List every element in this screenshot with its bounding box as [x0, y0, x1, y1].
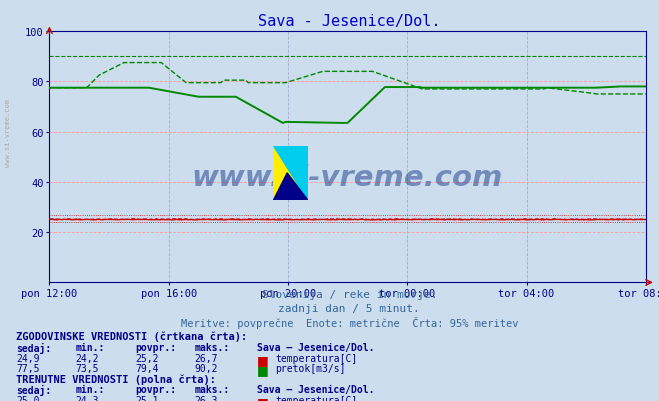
Text: www.si-vreme.com: www.si-vreme.com [192, 164, 503, 191]
Text: Sava – Jesenice/Dol.: Sava – Jesenice/Dol. [257, 384, 374, 394]
Text: Slovenija / reke in morje.: Slovenija / reke in morje. [262, 290, 437, 300]
Text: min.:: min.: [76, 342, 105, 352]
Text: 25,0: 25,0 [16, 395, 40, 401]
Text: 26,7: 26,7 [194, 353, 218, 363]
Text: povpr.:: povpr.: [135, 384, 176, 394]
Text: sedaj:: sedaj: [16, 384, 51, 395]
Text: zadnji dan / 5 minut.: zadnji dan / 5 minut. [278, 303, 420, 313]
Text: 77,5: 77,5 [16, 363, 40, 373]
Text: 25,2: 25,2 [135, 353, 159, 363]
Text: TRENUTNE VREDNOSTI (polna črta):: TRENUTNE VREDNOSTI (polna črta): [16, 374, 216, 384]
Text: 73,5: 73,5 [76, 363, 100, 373]
Text: ■: ■ [257, 395, 269, 401]
Text: 24,9: 24,9 [16, 353, 40, 363]
Text: www.si-vreme.com: www.si-vreme.com [5, 98, 11, 166]
Text: Sava – Jesenice/Dol.: Sava – Jesenice/Dol. [257, 342, 374, 352]
Text: ■: ■ [257, 363, 269, 376]
Text: sedaj:: sedaj: [16, 342, 51, 352]
Text: pretok[m3/s]: pretok[m3/s] [275, 363, 346, 373]
Text: Meritve: povprečne  Enote: metrične  Črta: 95% meritev: Meritve: povprečne Enote: metrične Črta:… [181, 316, 518, 328]
Text: 26,3: 26,3 [194, 395, 218, 401]
Text: 25,1: 25,1 [135, 395, 159, 401]
Text: temperatura[C]: temperatura[C] [275, 395, 358, 401]
Text: 90,2: 90,2 [194, 363, 218, 373]
Text: 24,2: 24,2 [76, 353, 100, 363]
Text: min.:: min.: [76, 384, 105, 394]
Polygon shape [273, 146, 308, 200]
Text: povpr.:: povpr.: [135, 342, 176, 352]
Text: Sava - Jesenice/Dol.: Sava - Jesenice/Dol. [258, 14, 440, 29]
Text: 24,3: 24,3 [76, 395, 100, 401]
Text: ■: ■ [257, 353, 269, 366]
Text: maks.:: maks.: [194, 384, 229, 394]
Polygon shape [273, 173, 308, 200]
Text: 79,4: 79,4 [135, 363, 159, 373]
Text: maks.:: maks.: [194, 342, 229, 352]
Text: ZGODOVINSKE VREDNOSTI (črtkana črta):: ZGODOVINSKE VREDNOSTI (črtkana črta): [16, 331, 248, 341]
Text: temperatura[C]: temperatura[C] [275, 353, 358, 363]
